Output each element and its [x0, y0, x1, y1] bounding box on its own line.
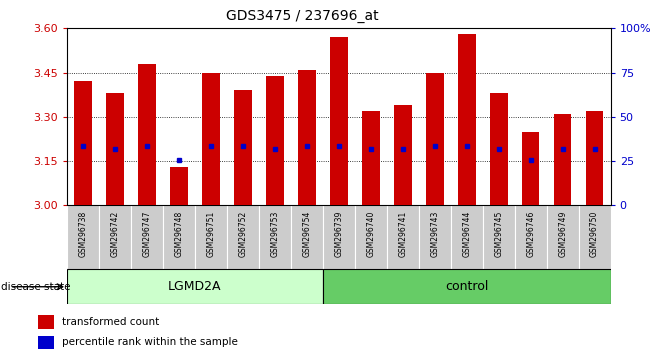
- Bar: [67, 269, 323, 304]
- Text: GSM296738: GSM296738: [79, 210, 88, 257]
- Text: GSM296739: GSM296739: [334, 210, 344, 257]
- Text: LGMD2A: LGMD2A: [168, 280, 221, 293]
- Bar: [202, 73, 220, 205]
- Text: GSM296749: GSM296749: [558, 210, 567, 257]
- Text: GSM296753: GSM296753: [270, 210, 279, 257]
- Bar: [298, 70, 315, 205]
- Bar: [106, 93, 124, 205]
- Text: GSM296747: GSM296747: [142, 210, 152, 257]
- Text: GSM296741: GSM296741: [399, 210, 407, 257]
- Bar: [138, 64, 156, 205]
- Text: GSM296742: GSM296742: [111, 210, 119, 257]
- Text: disease state: disease state: [1, 282, 71, 292]
- Bar: [259, 205, 291, 269]
- Bar: [266, 75, 284, 205]
- Bar: [195, 205, 227, 269]
- Bar: [362, 111, 380, 205]
- Text: GSM296752: GSM296752: [238, 210, 248, 257]
- Text: GDS3475 / 237696_at: GDS3475 / 237696_at: [225, 9, 378, 23]
- Bar: [227, 205, 259, 269]
- Bar: [515, 205, 547, 269]
- Text: GSM296751: GSM296751: [207, 210, 215, 257]
- Bar: [234, 90, 252, 205]
- Bar: [547, 205, 578, 269]
- Bar: [426, 73, 444, 205]
- Bar: [163, 205, 195, 269]
- Text: GSM296750: GSM296750: [590, 210, 599, 257]
- Bar: [419, 205, 451, 269]
- Bar: [67, 205, 99, 269]
- Bar: [522, 132, 539, 205]
- Bar: [355, 205, 386, 269]
- Bar: [323, 269, 611, 304]
- Bar: [554, 114, 572, 205]
- Text: GSM296754: GSM296754: [303, 210, 311, 257]
- Text: GSM296744: GSM296744: [462, 210, 471, 257]
- Bar: [74, 81, 92, 205]
- Bar: [131, 205, 163, 269]
- Bar: [386, 205, 419, 269]
- Text: GSM296748: GSM296748: [174, 210, 183, 257]
- Bar: [330, 37, 348, 205]
- Text: control: control: [445, 280, 488, 293]
- Text: GSM296740: GSM296740: [366, 210, 375, 257]
- Bar: [578, 205, 611, 269]
- Bar: [458, 34, 476, 205]
- Bar: [291, 205, 323, 269]
- Bar: [394, 105, 411, 205]
- Text: GSM296743: GSM296743: [430, 210, 440, 257]
- Bar: [38, 315, 54, 329]
- Text: percentile rank within the sample: percentile rank within the sample: [62, 337, 238, 348]
- Text: GSM296745: GSM296745: [495, 210, 503, 257]
- Text: transformed count: transformed count: [62, 317, 159, 327]
- Bar: [170, 167, 188, 205]
- Bar: [38, 336, 54, 349]
- Text: GSM296746: GSM296746: [526, 210, 535, 257]
- Bar: [586, 111, 603, 205]
- Bar: [99, 205, 131, 269]
- Bar: [323, 205, 355, 269]
- Bar: [451, 205, 482, 269]
- Bar: [482, 205, 515, 269]
- Bar: [490, 93, 507, 205]
